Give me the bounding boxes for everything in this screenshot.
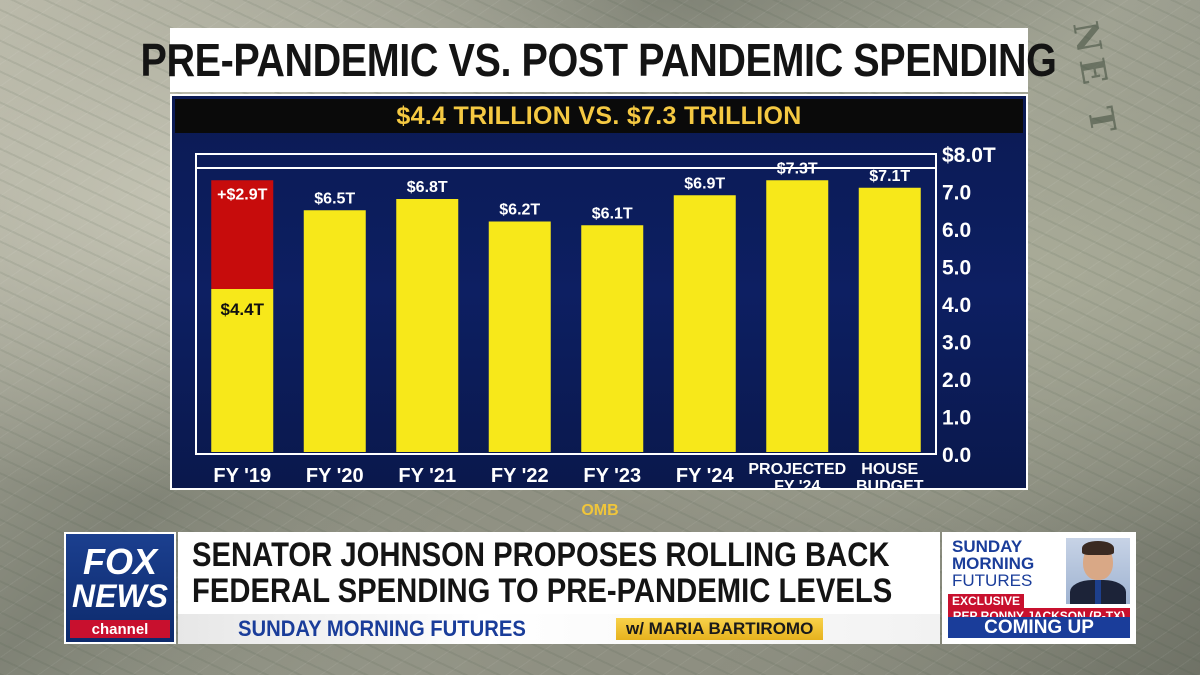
fox-news-logo: FOX NEWS channel (64, 532, 176, 644)
bar (488, 221, 551, 452)
y-tick-label: 6.0 (942, 219, 971, 242)
chart-panel: $4.4 TRILLION VS. $7.3 TRILLION 0.0 1.0 2.… (172, 96, 1026, 488)
headline-line-2: FEDERAL SPENDING TO PRE-PANDEMIC LEVELS (192, 572, 893, 610)
x-tick-label: FY '19 (213, 465, 271, 487)
bar-value-label: $6.2T (499, 202, 540, 219)
bar-value-label: $6.5T (314, 190, 355, 207)
subtitle-bar: $4.4 TRILLION VS. $7.3 TRILLION (175, 99, 1023, 133)
bar (396, 199, 459, 452)
logo-news-text: NEWS (72, 578, 168, 614)
chart-frame: $4.4 TRILLION VS. $7.3 TRILLION 0.0 1.0 2.… (170, 94, 1028, 490)
y-tick-label: 2.0 (942, 369, 971, 392)
chart-title: PRE-PANDEMIC VS. POST PANDEMIC SPENDING (141, 34, 1057, 86)
headline-line-1: SENATOR JOHNSON PROPOSES ROLLING BACK (192, 536, 890, 574)
y-tick-label: 3.0 (942, 332, 971, 355)
promo-show-name: SUNDAY MORNING FUTURES (952, 538, 1062, 589)
x-tick-label: FY '21 (398, 465, 456, 487)
promo-box: SUNDAY MORNING FUTURES EXCLUSIVE REP RON… (942, 532, 1136, 644)
x-tick-label: FY '23 (583, 465, 641, 487)
lower-third: FOX NEWS channel SENATOR JOHNSON PROPOSE… (64, 532, 1136, 644)
bar-value-label: $6.9T (684, 175, 725, 192)
source-label: OMB (581, 502, 619, 519)
bar-chart: 0.0 1.0 2.0 3.0 4.0 5.0 6.0 7.0 $8.0T +$2.9T $4.4T… (195, 144, 996, 488)
bar (858, 187, 921, 452)
logo-channel-text: channel (70, 620, 170, 638)
increase-label: +$2.9T (217, 186, 267, 203)
promo-show-line-3: FUTURES (952, 571, 1033, 590)
host-tag: w/ MARIA BARTIROMO (616, 618, 824, 640)
y-tick-label: 0.0 (942, 444, 971, 467)
promo-show-line-2: MORNING (952, 554, 1035, 573)
bar (673, 195, 736, 452)
guest-photo-hair (1082, 541, 1114, 555)
promo-show-line-1: SUNDAY (952, 537, 1023, 556)
show-bar: SUNDAY MORNING FUTURES w/ MARIA BARTIROM… (178, 614, 940, 644)
guest-photo-tie (1095, 580, 1101, 604)
x-tick-label: FY '20 (306, 465, 364, 487)
bar (211, 289, 274, 452)
x-tick-label: FY '24 (676, 465, 735, 487)
bar (581, 225, 644, 452)
exclusive-tag: EXCLUSIVE (948, 594, 1025, 608)
logo-fox-text: FOX (82, 541, 157, 582)
y-tick-label: 7.0 (942, 182, 971, 205)
x-tick-label: FY '24 (774, 478, 820, 488)
bar (766, 180, 829, 452)
bar-value-label: $6.8T (407, 179, 448, 196)
guest-photo (1066, 538, 1130, 604)
x-tick-label: HOUSE (861, 461, 918, 478)
x-tick-label: BUDGET (856, 478, 924, 488)
x-tick-label: PROJECTED (748, 461, 846, 478)
bar-value-label: $7.1T (869, 168, 910, 185)
y-tick-label: 5.0 (942, 257, 971, 280)
title-card: PRE-PANDEMIC VS. POST PANDEMIC SPENDING (141, 28, 1057, 92)
chart-subtitle: $4.4 TRILLION VS. $7.3 TRILLION (396, 101, 802, 130)
show-name: SUNDAY MORNING FUTURES (238, 616, 526, 641)
y-tick-label: 1.0 (942, 407, 971, 430)
headline-box: SENATOR JOHNSON PROPOSES ROLLING BACK FE… (178, 532, 940, 614)
bar (303, 210, 366, 452)
x-tick-label: FY '22 (491, 465, 549, 487)
plot-frame (195, 153, 937, 455)
bar-value-label: $7.3T (777, 160, 818, 177)
y-tick-label: $8.0T (942, 144, 996, 167)
coming-up-label: COMING UP (948, 617, 1130, 638)
bar-increase-segment (211, 180, 274, 289)
bar-value-label: $4.4T (221, 300, 265, 319)
bar-value-label: $6.1T (592, 205, 633, 222)
y-tick-label: 4.0 (942, 294, 971, 317)
